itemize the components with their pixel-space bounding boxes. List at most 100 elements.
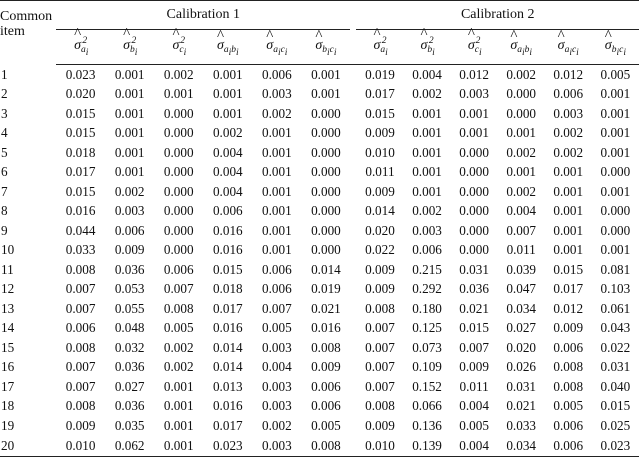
calibration-2-col-header-5: ^ σaici bbox=[544, 28, 592, 65]
calibration-1-value-cell: 0.001 bbox=[114, 66, 145, 82]
calibration-1-value-cell: 0.013 bbox=[212, 378, 243, 394]
calibration-1-value-cell: 0.004 bbox=[212, 144, 243, 160]
calibration-2-col-header-6: ^ σbici bbox=[591, 28, 639, 65]
calibration-2-value-cell: 0.001 bbox=[412, 164, 442, 180]
variance-symbol: ^ σai2 bbox=[373, 26, 388, 59]
calibration-1-value-cell: 0.002 bbox=[212, 125, 243, 141]
calibration-2-value-cell: 0.002 bbox=[506, 183, 536, 199]
calibration-1-value-cell: 0.006 bbox=[262, 66, 292, 82]
calibration-2-value-cell: 0.031 bbox=[459, 261, 489, 277]
calibration-1-value-cell: 0.044 bbox=[65, 222, 96, 238]
calibration-2-value-cell: 0.004 bbox=[459, 398, 489, 414]
calibration-1-value-cell: 0.008 bbox=[65, 339, 96, 355]
calibration-2-value-cell: 0.001 bbox=[600, 242, 631, 258]
calibration-1-value-cell: 0.003 bbox=[262, 86, 292, 102]
calibration-1-value-cell: 0.004 bbox=[262, 359, 292, 375]
calibration-2-value-cell: 0.011 bbox=[459, 378, 489, 394]
calibration-1-value-cell: 0.005 bbox=[163, 320, 194, 336]
calibration-2-value-cell: 0.040 bbox=[600, 378, 631, 394]
calibration-2-value-cell: 0.001 bbox=[412, 183, 442, 199]
calibration-1-value-cell: 0.001 bbox=[212, 66, 243, 82]
calibration-1-value-cell: 0.032 bbox=[114, 339, 145, 355]
calibration-2-value-cell: 0.015 bbox=[459, 320, 489, 336]
calibration-1-value-cell: 0.001 bbox=[114, 105, 145, 121]
calibration-2-value-cell: 0.103 bbox=[600, 281, 631, 297]
calibration-2-value-cell: 0.008 bbox=[553, 378, 584, 394]
calibration-2-value-cell: 0.006 bbox=[412, 242, 442, 258]
calibration-2-value-cell: 0.000 bbox=[506, 105, 536, 121]
calibration-2-value-cell: 0.007 bbox=[459, 339, 489, 355]
calibration-2-value-cell: 0.215 bbox=[412, 261, 442, 277]
variance-symbol: ^ σbi2 bbox=[123, 26, 138, 59]
table-row: 5 0.018 0.001 0.000 0.004 0.001 0.000 0.010 0.00… bbox=[0, 143, 639, 163]
calibration-2-value-cell: 0.011 bbox=[506, 242, 536, 258]
common-item-cell: 15 bbox=[1, 339, 15, 355]
calibration-1-value-cell: 0.014 bbox=[212, 359, 243, 375]
calibration-2-value-cell: 0.008 bbox=[365, 300, 395, 316]
calibration-2-value-cell: 0.001 bbox=[506, 125, 536, 141]
calibration-2-value-cell: 0.109 bbox=[412, 359, 442, 375]
table-row: 3 0.015 0.001 0.000 0.001 0.002 0.000 0.015 0.00… bbox=[0, 104, 639, 124]
calibration-2-value-cell: 0.000 bbox=[459, 164, 489, 180]
common-item-cell: 3 bbox=[1, 105, 8, 121]
calibration-2-value-cell: 0.009 bbox=[365, 417, 395, 433]
calibration-2-value-cell: 0.001 bbox=[506, 164, 536, 180]
calibration-1-col-header-3: ^ σci2 bbox=[154, 27, 204, 65]
calibration-2-value-cell: 0.001 bbox=[553, 164, 584, 180]
common-item-cell: 14 bbox=[1, 320, 15, 336]
calibration-1-value-cell: 0.014 bbox=[311, 261, 341, 277]
calibration-2-value-cell: 0.001 bbox=[412, 144, 442, 160]
table-row: 13 0.007 0.055 0.008 0.017 0.007 0.021 0.008 0.1… bbox=[0, 299, 639, 319]
calibration-2-value-cell: 0.004 bbox=[412, 66, 442, 82]
calibration-1-value-cell: 0.005 bbox=[311, 417, 341, 433]
calibration-1-value-cell: 0.000 bbox=[163, 242, 194, 258]
calibration-1-value-cell: 0.015 bbox=[65, 105, 96, 121]
calibration-1-col-header-2: ^ σbi2 bbox=[105, 26, 155, 65]
calibration-1-value-cell: 0.020 bbox=[65, 86, 96, 102]
calibration-2-value-cell: 0.001 bbox=[412, 125, 442, 141]
table-row: 16 0.007 0.036 0.002 0.014 0.004 0.009 0.007 0.1… bbox=[0, 358, 639, 378]
calibration-1-value-cell: 0.009 bbox=[65, 417, 96, 433]
common-item-cell: 19 bbox=[1, 417, 15, 433]
calibration-1-value-cell: 0.009 bbox=[114, 242, 145, 258]
calibration-1-value-cell: 0.008 bbox=[65, 398, 96, 414]
calibration-2-value-cell: 0.022 bbox=[600, 339, 631, 355]
common-item-cell: 4 bbox=[1, 125, 8, 141]
table-row: 15 0.008 0.032 0.002 0.014 0.003 0.008 0.007 0.0… bbox=[0, 338, 639, 358]
calibration-1-value-cell: 0.000 bbox=[311, 183, 341, 199]
calibration-1-value-cell: 0.006 bbox=[212, 203, 243, 219]
calibration-2-col-header-3: ^ σci2 bbox=[450, 27, 498, 65]
calibration-2-value-cell: 0.180 bbox=[412, 300, 442, 316]
calibration-1-value-cell: 0.016 bbox=[212, 242, 243, 258]
calibration-1-value-cell: 0.003 bbox=[262, 398, 292, 414]
calibration-2-value-cell: 0.001 bbox=[600, 105, 631, 121]
calibration-1-value-cell: 0.036 bbox=[114, 261, 145, 277]
calibration-2-value-cell: 0.001 bbox=[600, 144, 631, 160]
table-row: 9 0.044 0.006 0.000 0.016 0.001 0.000 0.020 0.00… bbox=[0, 221, 639, 241]
calibration-2-value-cell: 0.066 bbox=[412, 398, 442, 414]
calibration-2-value-cell: 0.012 bbox=[459, 66, 489, 82]
calibration-2-value-cell: 0.002 bbox=[553, 125, 584, 141]
calibration-2-value-cell: 0.000 bbox=[600, 203, 631, 219]
table-row: 6 0.017 0.001 0.000 0.004 0.001 0.000 0.011 0.00… bbox=[0, 163, 639, 183]
calibration-2-value-cell: 0.010 bbox=[365, 144, 395, 160]
calibration-2-value-cell: 0.015 bbox=[600, 398, 631, 414]
calibration-1-value-cell: 0.035 bbox=[114, 417, 145, 433]
common-item-header-line2: item bbox=[0, 24, 25, 39]
common-item-cell: 1 bbox=[1, 66, 8, 82]
calibration-2-value-cell: 0.003 bbox=[553, 105, 584, 121]
calibration-1-value-cell: 0.018 bbox=[65, 144, 96, 160]
table-row: 14 0.006 0.048 0.005 0.016 0.005 0.016 0.007 0.1… bbox=[0, 319, 639, 339]
table-row: 10 0.033 0.009 0.000 0.016 0.001 0.000 0.022 0.0… bbox=[0, 241, 639, 261]
calibration-1-value-cell: 0.001 bbox=[262, 125, 292, 141]
calibration-1-value-cell: 0.000 bbox=[163, 105, 194, 121]
calibration-1-value-cell: 0.007 bbox=[65, 300, 96, 316]
calibration-2-value-cell: 0.031 bbox=[506, 378, 536, 394]
calibration-2-value-cell: 0.000 bbox=[600, 164, 631, 180]
common-item-cell: 8 bbox=[1, 203, 8, 219]
calibration-1-value-cell: 0.053 bbox=[114, 281, 145, 297]
calibration-1-value-cell: 0.017 bbox=[212, 417, 243, 433]
calibration-2-value-cell: 0.015 bbox=[365, 105, 395, 121]
calibration-2-value-cell: 0.008 bbox=[365, 398, 395, 414]
